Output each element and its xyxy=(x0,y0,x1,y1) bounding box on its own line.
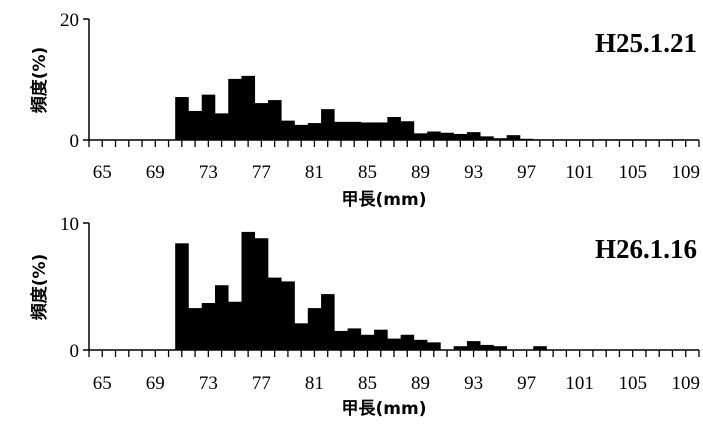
bar xyxy=(427,131,441,140)
x-tick-label: 105 xyxy=(618,162,647,183)
x-tick-label: 89 xyxy=(411,162,430,183)
bar xyxy=(440,132,454,140)
bar xyxy=(387,117,401,140)
bar xyxy=(387,338,401,350)
bar xyxy=(360,334,375,350)
bar xyxy=(307,123,322,140)
bar xyxy=(347,121,362,140)
x-tick-label: 81 xyxy=(305,162,324,183)
x-tick-label: 101 xyxy=(565,162,594,183)
x-tick-label: 93 xyxy=(464,162,483,183)
x-tick-label: 81 xyxy=(305,373,324,394)
bar xyxy=(334,330,348,350)
bar xyxy=(480,344,494,350)
x-tick-label: 97 xyxy=(517,373,536,394)
chart-date-label: H25.1.21 xyxy=(595,28,697,58)
bar xyxy=(188,110,203,140)
bar xyxy=(268,277,282,350)
x-tick-label: 85 xyxy=(358,162,377,183)
chart-panel-2: 0 10 65 69 73 77 81 85 89 93 97 101 105 109 甲長(mm) 頻度(%… xyxy=(29,214,700,419)
bar xyxy=(201,94,216,141)
bar xyxy=(281,281,295,350)
x-tick-label: 109 xyxy=(671,162,700,183)
bar xyxy=(188,308,203,350)
chart-panel-1: 0 20 65 69 73 77 81 85 89 93 97 101 105 109 甲長(mm) 頻度(%… xyxy=(29,10,700,210)
x-tick-label: 65 xyxy=(93,373,112,394)
x-tick-label: 69 xyxy=(146,373,165,394)
bar xyxy=(533,346,547,350)
bar xyxy=(241,75,256,140)
bar xyxy=(493,346,508,350)
bar xyxy=(321,109,335,140)
bar xyxy=(453,133,468,140)
x-tick-label: 89 xyxy=(411,373,430,394)
y-tick-label: 0 xyxy=(70,131,80,152)
y-axis-title: 頻度(%) xyxy=(29,254,50,322)
x-axis-title: 甲長(mm) xyxy=(342,399,427,419)
bar xyxy=(307,308,322,350)
x-tick-label: 73 xyxy=(199,373,218,394)
bar xyxy=(294,323,309,350)
bar xyxy=(493,138,508,140)
bar xyxy=(254,238,269,350)
bar xyxy=(413,339,428,350)
bar xyxy=(214,113,229,140)
bar xyxy=(480,136,494,140)
bar xyxy=(268,100,282,140)
y-tick-label: 0 xyxy=(70,341,80,362)
bar xyxy=(400,334,415,350)
bar xyxy=(201,303,216,350)
bar xyxy=(400,121,415,140)
bar xyxy=(228,301,242,350)
bar xyxy=(175,97,189,140)
bar xyxy=(374,329,388,350)
bar xyxy=(427,342,441,350)
bar xyxy=(228,78,242,140)
y-tick-label: 20 xyxy=(60,10,79,31)
bar xyxy=(453,346,468,350)
y-tick-label: 10 xyxy=(60,214,79,235)
bar xyxy=(466,341,481,350)
x-tick-label: 97 xyxy=(517,162,536,183)
x-tick-label: 85 xyxy=(358,373,377,394)
x-tick-label: 69 xyxy=(146,162,165,183)
x-tick-label: 101 xyxy=(565,373,594,394)
x-tick-label: 93 xyxy=(464,373,483,394)
bar xyxy=(254,103,269,140)
bar xyxy=(374,122,388,140)
y-axis-title: 頻度(%) xyxy=(29,47,50,115)
bar xyxy=(241,231,256,350)
bar xyxy=(281,120,295,140)
bar xyxy=(175,243,189,350)
x-tick-label: 65 xyxy=(93,162,112,183)
bar xyxy=(506,135,521,140)
x-tick-label: 105 xyxy=(618,373,647,394)
x-tick-label: 77 xyxy=(252,373,271,394)
chart-date-label: H26.1.16 xyxy=(595,234,697,264)
bar xyxy=(294,124,309,141)
bar xyxy=(466,132,481,140)
bar xyxy=(334,121,348,140)
bar xyxy=(214,285,229,350)
bar xyxy=(321,294,335,350)
x-tick-label: 109 xyxy=(671,373,700,394)
bar xyxy=(413,133,428,140)
x-axis-title: 甲長(mm) xyxy=(342,190,427,210)
x-tick-label: 77 xyxy=(252,162,271,183)
x-tick-label: 73 xyxy=(199,162,218,183)
bar xyxy=(347,328,362,350)
bar xyxy=(360,122,375,140)
